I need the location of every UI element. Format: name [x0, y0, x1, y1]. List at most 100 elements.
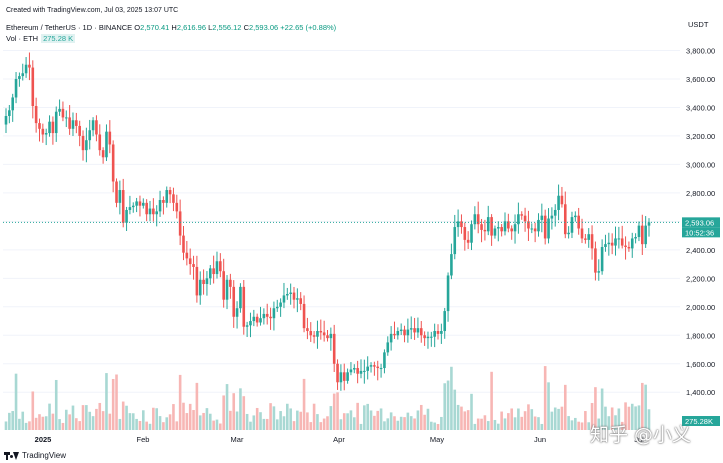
- volume-bar: [637, 405, 641, 430]
- candle-body: [262, 313, 266, 319]
- volume-bar: [630, 403, 634, 430]
- candle-body: [641, 225, 644, 245]
- candle-body: [64, 117, 68, 119]
- candle-body: [627, 246, 631, 249]
- volume-bar: [500, 411, 503, 430]
- low-value: 2,556.12: [212, 23, 242, 32]
- volume-bar: [614, 415, 617, 430]
- volume-bar: [369, 410, 373, 430]
- volume-bar: [406, 412, 410, 430]
- volume-bar: [286, 403, 289, 430]
- volume-bar: [527, 404, 530, 430]
- candle-body: [235, 308, 239, 317]
- volume-bar: [493, 419, 497, 430]
- volume-bar: [634, 406, 637, 430]
- volume-bar: [152, 407, 155, 430]
- volume-bar: [570, 420, 574, 430]
- volume-bar: [108, 413, 112, 430]
- candle-body: [111, 144, 115, 182]
- volume-bar: [198, 415, 202, 430]
- candle-body: [342, 372, 346, 381]
- y-tick-label: 3,800.00: [686, 46, 715, 55]
- candle-body: [142, 202, 145, 206]
- volume-bar: [476, 418, 480, 430]
- candle-body: [517, 214, 520, 225]
- candle-body: [393, 333, 396, 336]
- candle-body: [272, 308, 276, 319]
- candle-body: [125, 209, 128, 223]
- tradingview-logo-icon[interactable]: [4, 451, 19, 460]
- volume-bar: [31, 391, 35, 430]
- volume-bar: [373, 415, 376, 430]
- volume-bar: [145, 421, 148, 430]
- candle-body: [148, 208, 152, 215]
- created-with-label: Created with TradingView.com, Jul 03, 20…: [6, 7, 179, 14]
- volume-label[interactable]: Vol · ETH: [6, 34, 39, 43]
- volume-bar: [600, 388, 604, 430]
- volume-bar: [232, 393, 236, 430]
- volume-bar: [118, 418, 122, 430]
- volume-bar: [496, 423, 500, 430]
- candle-body: [460, 221, 463, 228]
- volume-bar: [584, 411, 587, 430]
- y-tick-label: 2,800.00: [686, 189, 715, 198]
- x-tick-label: Jul: [634, 435, 644, 444]
- candle-body: [326, 335, 329, 339]
- footer-brand[interactable]: TradingView: [22, 451, 67, 460]
- candle-body: [436, 331, 440, 334]
- symbol-name[interactable]: Ethereum / TetherUS · 1D · BINANCE: [6, 23, 133, 32]
- candle-body: [376, 366, 380, 369]
- volume-bar: [38, 414, 41, 430]
- volume-bar: [409, 416, 413, 430]
- volume-bar: [229, 410, 232, 430]
- volume-bar: [111, 378, 115, 430]
- volume-bar: [617, 408, 621, 430]
- candle-body: [312, 335, 316, 337]
- x-tick-label: 2025: [35, 435, 52, 444]
- candle-body: [44, 133, 48, 135]
- candle-body: [574, 215, 577, 218]
- candle-body: [366, 366, 369, 371]
- candle-body: [178, 211, 182, 236]
- candle-body: [584, 238, 587, 240]
- volume-bar: [419, 404, 423, 430]
- candle-body: [249, 321, 252, 326]
- volume-bar: [302, 378, 306, 430]
- candle-body: [647, 222, 651, 226]
- candle-body: [299, 298, 303, 304]
- candle-body: [416, 328, 420, 333]
- volume-bar: [473, 423, 477, 430]
- volume-bar: [463, 411, 467, 430]
- volume-bar: [269, 403, 272, 430]
- y-tick-label: 3,400.00: [686, 103, 715, 112]
- volume-bar: [272, 406, 276, 430]
- candle-body: [229, 279, 232, 287]
- volume-bar: [349, 410, 353, 430]
- volume-bar: [480, 418, 483, 430]
- candle-body: [205, 278, 209, 285]
- countdown-label: 10:52:36: [685, 228, 714, 237]
- candle-body: [51, 121, 55, 134]
- volume-bar: [135, 418, 138, 430]
- candle-body: [155, 211, 159, 215]
- last-price-tag: [682, 217, 720, 228]
- volume-bar: [41, 416, 45, 430]
- candle-body: [500, 227, 503, 232]
- candle-body: [440, 331, 443, 334]
- candle-body: [533, 228, 537, 232]
- candle-body: [31, 67, 35, 107]
- candle-body: [580, 228, 584, 239]
- volume-bar: [322, 418, 326, 430]
- volume-bar: [138, 420, 142, 430]
- volume-bar: [125, 405, 128, 430]
- volume-bar: [339, 419, 343, 430]
- volume-bar: [205, 408, 209, 430]
- candle-body: [8, 110, 11, 116]
- candle-body: [507, 221, 510, 229]
- volume-bar: [597, 418, 601, 430]
- volume-bar: [21, 411, 25, 430]
- volume-bar: [520, 416, 524, 430]
- candle-body: [557, 195, 560, 210]
- volume-bar: [91, 416, 95, 430]
